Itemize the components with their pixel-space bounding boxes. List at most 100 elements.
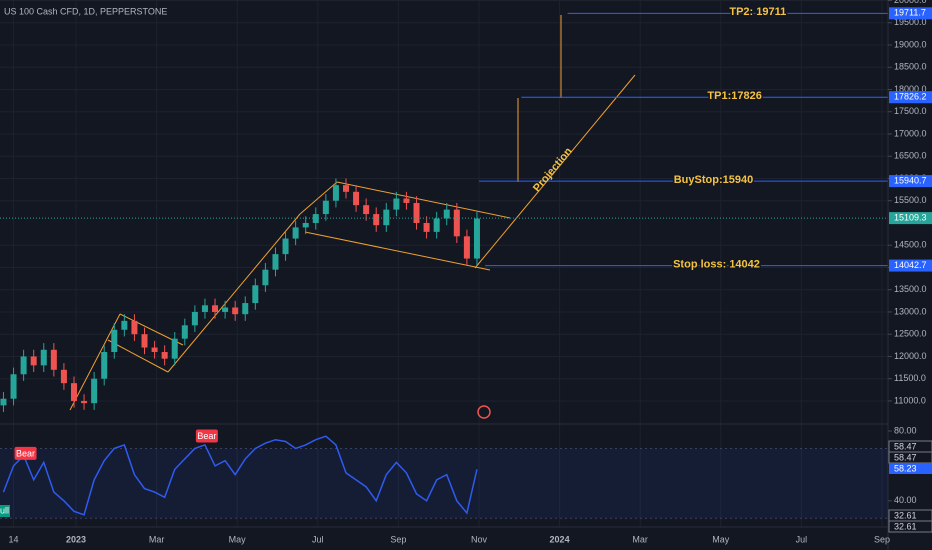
candle-body xyxy=(121,320,128,330)
candle-body xyxy=(453,209,460,237)
grid xyxy=(0,0,888,527)
candle-body xyxy=(302,222,309,228)
rsi-marker-label: 58.23 xyxy=(894,463,917,473)
candle-body xyxy=(403,198,410,203)
candle-body xyxy=(393,198,400,210)
candle-body xyxy=(443,209,450,219)
trend-line xyxy=(107,339,169,373)
projection-line xyxy=(474,74,636,269)
x-tick-label: Jul xyxy=(312,534,324,544)
y-tick-label: 14500.0 xyxy=(894,240,927,250)
candle-body xyxy=(20,356,27,375)
candle-body xyxy=(342,185,349,192)
last-price-label: 15109.3 xyxy=(894,212,927,222)
y-tick-label: 15500.0 xyxy=(894,195,927,205)
rsi-marker-box xyxy=(889,463,932,474)
candle-body xyxy=(473,218,480,259)
candle-body xyxy=(232,307,239,315)
candle-body xyxy=(70,383,77,401)
level-price-box xyxy=(889,259,932,272)
y-tick-label: 18500.0 xyxy=(894,62,927,72)
level-label: Stop loss: 14042 xyxy=(673,258,760,270)
candle-body xyxy=(413,202,420,223)
candle-body xyxy=(262,269,269,286)
chart-title: US 100 Cash CFD, 1D, PEPPERSTONE xyxy=(4,6,167,16)
signal-box xyxy=(195,429,218,443)
candle-body xyxy=(463,236,470,259)
rsi-marker-label: 32.61 xyxy=(894,510,917,520)
level-price-label: 14042.7 xyxy=(894,260,927,270)
x-tick-label: Sep xyxy=(874,534,890,544)
candle-body xyxy=(353,191,360,206)
x-tick-label: Mar xyxy=(632,534,648,544)
candle-body xyxy=(10,374,17,399)
candle-body xyxy=(252,285,259,304)
rsi-marker-label: 58.47 xyxy=(894,441,917,451)
plot: TP2: 19711 TP1:17826 BuyStop:15940 Stop los… xyxy=(0,5,888,516)
x-tick-label: 14 xyxy=(9,534,19,544)
rsi-tick-label: 80.00 xyxy=(894,425,917,435)
candle-body xyxy=(151,347,158,353)
level-label: TP1:17826 xyxy=(707,90,761,102)
candle-body xyxy=(40,349,47,366)
y-tick-label: 19500.0 xyxy=(894,17,927,27)
rsi-band xyxy=(0,448,888,519)
signal-label: ull xyxy=(0,505,9,515)
candle-body xyxy=(181,325,188,339)
level-price-label: 19711.7 xyxy=(894,8,926,18)
x-tick-label: May xyxy=(229,534,247,544)
y-tick-label: 19000.0 xyxy=(894,39,927,49)
level-price-box xyxy=(889,91,932,104)
candle-body xyxy=(201,305,208,312)
candle-body xyxy=(50,349,57,370)
candle-body xyxy=(0,398,7,406)
level-label: BuyStop:15940 xyxy=(674,174,753,186)
candle-body xyxy=(322,200,329,215)
rsi-tick-label: 40.00 xyxy=(894,495,917,505)
rsi-marker-box xyxy=(888,520,932,533)
signal-box xyxy=(14,446,37,460)
candle-body xyxy=(91,378,98,404)
x-tick-label: 2024 xyxy=(550,534,570,544)
candle-body xyxy=(272,254,279,270)
x-tick-label: May xyxy=(712,534,730,544)
y-tick-label: 20000.0 xyxy=(894,0,927,5)
y-tick-label: 17000.0 xyxy=(894,128,927,138)
level-label: TP2: 19711 xyxy=(729,6,786,18)
y-tick-label: 16500.0 xyxy=(894,151,927,161)
candle-body xyxy=(423,222,430,232)
candle-body xyxy=(101,352,108,379)
trend-line xyxy=(304,231,491,271)
x-tick-label: Jul xyxy=(796,534,808,544)
candle-body xyxy=(292,227,299,239)
candle-body xyxy=(131,320,138,335)
x-tick-label: Sep xyxy=(390,534,406,544)
y-tick-label: 13500.0 xyxy=(894,284,927,294)
signal-box xyxy=(0,505,10,517)
y-tick-label: 17500.0 xyxy=(894,106,927,116)
candle-body xyxy=(30,356,37,366)
y-tick-label: 12000.0 xyxy=(894,351,927,361)
y-tick-label: 13000.0 xyxy=(894,306,927,316)
y-tick-label: 18000.0 xyxy=(894,84,927,94)
trend-line xyxy=(299,181,338,215)
level-price-box xyxy=(889,175,932,188)
level-price-box xyxy=(889,7,932,20)
candle-body xyxy=(242,303,249,315)
candle-body xyxy=(222,307,229,312)
y-tick-label: 11000.0 xyxy=(894,395,926,405)
candle-body xyxy=(332,185,339,201)
candle-body xyxy=(81,400,88,404)
y-tick-label: 11500.0 xyxy=(894,373,926,383)
signal-label: Bear xyxy=(197,431,216,441)
candle-body xyxy=(60,369,67,384)
y-tick-label: 12500.0 xyxy=(894,329,927,339)
last-price-box xyxy=(889,212,932,225)
rsi-marker-label: 32.61 xyxy=(894,521,917,531)
level-price-label: 15940.7 xyxy=(894,175,927,185)
drawings xyxy=(69,15,636,411)
